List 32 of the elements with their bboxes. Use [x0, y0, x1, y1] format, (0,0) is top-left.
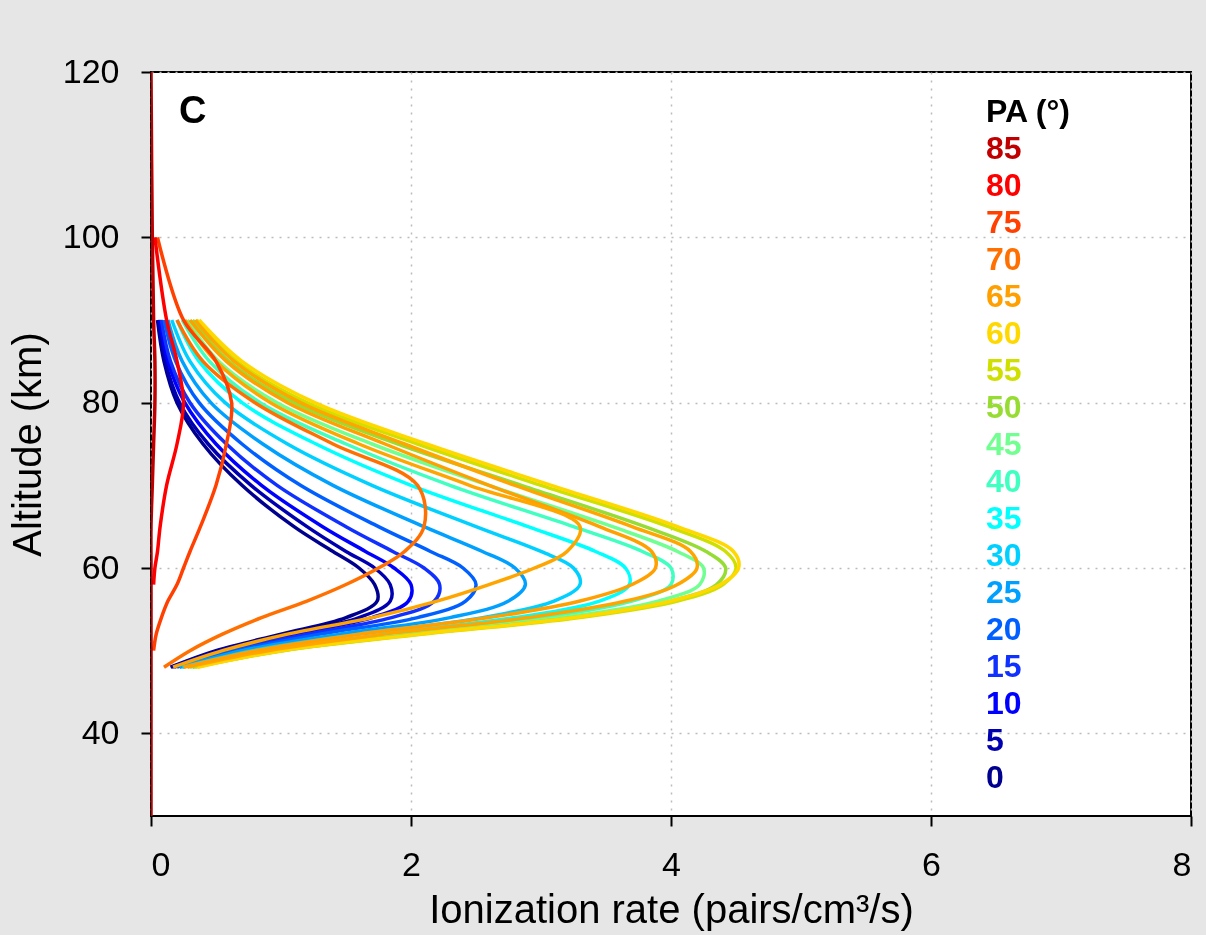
- y-tick-label: 60: [81, 547, 120, 586]
- y-axis-title: Altitude (km): [4, 332, 49, 557]
- x-axis-title: Ionization rate (pairs/cm³/s): [429, 886, 914, 931]
- text: 60: [986, 315, 1022, 351]
- text: 85: [986, 130, 1022, 166]
- x-tick-label: 4: [662, 844, 681, 883]
- text: 35: [986, 500, 1022, 536]
- text: 10: [986, 685, 1022, 721]
- y-tick-label: 100: [62, 216, 120, 255]
- x-tick-label: 2: [402, 844, 421, 883]
- text: 80: [986, 167, 1022, 203]
- text: 30: [986, 537, 1022, 573]
- y-tick-label: 80: [81, 382, 120, 421]
- y-tick-label: 40: [81, 712, 120, 751]
- text: 40: [986, 463, 1022, 499]
- text: 0: [986, 759, 1004, 795]
- text: 25: [986, 574, 1022, 610]
- x-tick-label: 6: [922, 844, 941, 883]
- text: 45: [986, 426, 1022, 462]
- text: 70: [986, 241, 1022, 277]
- legend-title: PA (°): [986, 93, 1070, 129]
- y-tick-label: 120: [62, 51, 120, 90]
- text: 5: [986, 722, 1004, 758]
- text: 55: [986, 352, 1022, 388]
- text: 50: [986, 389, 1022, 425]
- text: 65: [986, 278, 1022, 314]
- text: 20: [986, 611, 1022, 647]
- annotation: C: [179, 89, 207, 131]
- x-tick-label: 8: [1172, 844, 1192, 883]
- text: 15: [986, 648, 1022, 684]
- x-tick-label: 0: [151, 844, 171, 883]
- text: 75: [986, 204, 1022, 240]
